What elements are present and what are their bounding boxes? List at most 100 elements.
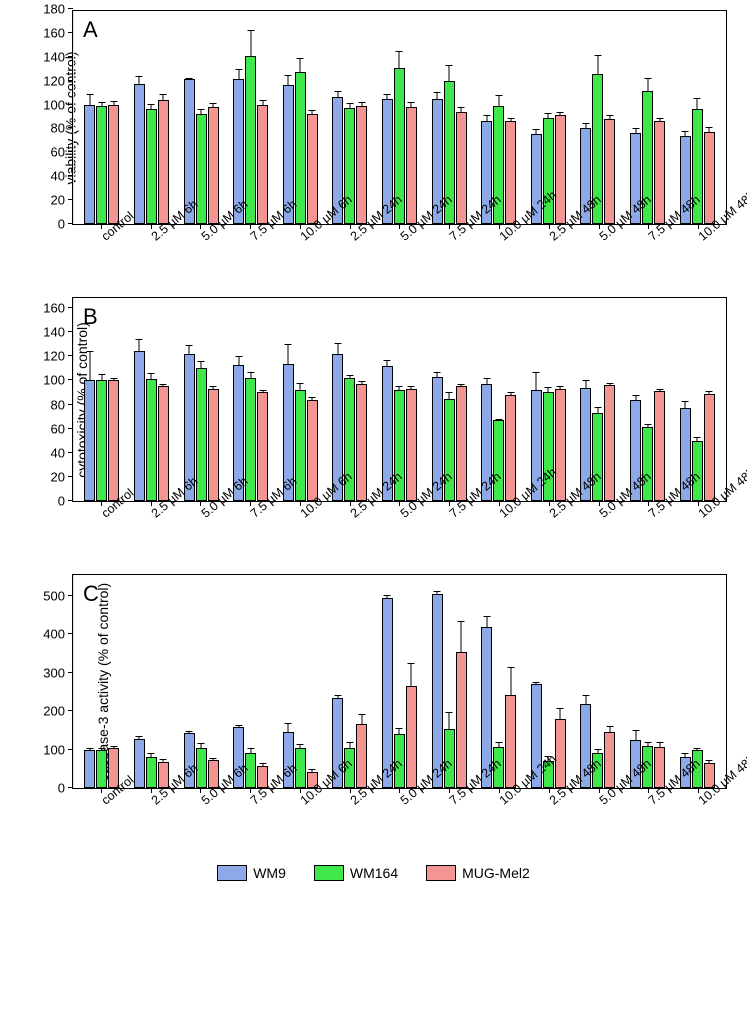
bar-group <box>573 298 623 501</box>
y-tick: 160 <box>35 301 65 316</box>
error-cap <box>408 663 415 664</box>
error-bar <box>585 123 586 129</box>
x-tick-label: 2.5 µM 48h <box>524 225 574 297</box>
y-tick: 80 <box>35 397 65 412</box>
x-tick-label: 5.0 µM 48h <box>574 225 624 297</box>
x-tick-mark <box>698 501 699 506</box>
error-cap <box>632 395 639 396</box>
y-tick: 180 <box>35 2 65 17</box>
error-bar <box>163 94 164 101</box>
error-cap <box>396 728 403 729</box>
error-bar <box>548 113 549 119</box>
error-cap <box>656 118 663 119</box>
error-cap <box>384 595 391 596</box>
error-cap <box>656 389 663 390</box>
error-bar <box>411 386 412 390</box>
error-cap <box>334 695 341 696</box>
error-cap <box>644 78 651 79</box>
error-bar <box>238 356 239 366</box>
bar-group <box>176 11 226 224</box>
x-tick-label: 2.5 µM 24h <box>325 789 375 861</box>
error-cap <box>434 372 441 373</box>
error-bar <box>597 55 598 74</box>
error-cap <box>160 384 167 385</box>
bar <box>108 380 119 501</box>
error-bar <box>250 372 251 379</box>
error-cap <box>582 123 589 124</box>
error-bar <box>139 76 140 86</box>
error-cap <box>706 760 713 761</box>
bar <box>208 389 219 501</box>
error-bar <box>201 361 202 369</box>
error-bar <box>486 378 487 385</box>
error-bar <box>151 753 152 759</box>
bar <box>456 112 467 224</box>
error-bar <box>139 339 140 352</box>
bar <box>493 420 504 501</box>
bar <box>307 114 318 224</box>
error-cap <box>98 374 105 375</box>
error-bar <box>300 744 301 750</box>
error-cap <box>309 110 316 111</box>
bar <box>158 100 169 224</box>
x-labels: control2.5 µM 6h5.0 µM 6h7.5 µM 6h10.0 µ… <box>72 502 727 574</box>
x-tick-label: 10.0 µM 48h <box>673 502 723 574</box>
x-tick-mark <box>599 501 600 506</box>
error-cap <box>247 748 254 749</box>
bar <box>654 121 665 224</box>
x-tick-mark <box>599 788 600 793</box>
bar-group <box>325 11 375 224</box>
error-cap <box>297 58 304 59</box>
error-bar <box>250 748 251 754</box>
x-tick-label: 2.5 µM 6h <box>126 225 176 297</box>
bar-group <box>672 11 722 224</box>
bar <box>146 109 157 224</box>
bar <box>604 385 615 501</box>
bar-group <box>176 298 226 501</box>
error-bar <box>337 343 338 355</box>
error-bar <box>312 769 313 773</box>
y-tick: 20 <box>35 469 65 484</box>
error-cap <box>384 360 391 361</box>
x-tick-mark <box>399 224 400 229</box>
x-tick-mark <box>499 501 500 506</box>
error-bar <box>361 381 362 385</box>
y-tick: 60 <box>35 145 65 160</box>
error-cap <box>632 128 639 129</box>
error-cap <box>186 731 193 732</box>
error-bar <box>510 392 511 396</box>
error-cap <box>358 381 365 382</box>
error-cap <box>86 748 93 749</box>
bar <box>134 351 145 501</box>
error-cap <box>682 401 689 402</box>
legend: WM9WM164MUG-Mel2 <box>10 865 737 881</box>
x-tick-label: 10.0 µM 48h <box>673 789 723 861</box>
error-cap <box>408 386 415 387</box>
error-cap <box>507 667 514 668</box>
error-cap <box>557 112 564 113</box>
error-cap <box>706 391 713 392</box>
bar-group <box>375 298 425 501</box>
error-bar <box>437 591 438 595</box>
x-tick-mark <box>300 788 301 793</box>
error-cap <box>346 103 353 104</box>
error-cap <box>594 55 601 56</box>
error-bar <box>201 743 202 749</box>
bar-group <box>325 575 375 788</box>
error-bar <box>399 728 400 736</box>
error-cap <box>594 407 601 408</box>
x-tick-label: control <box>76 502 126 574</box>
error-cap <box>210 758 217 759</box>
error-bar <box>288 344 289 365</box>
error-cap <box>606 726 613 727</box>
error-cap <box>297 383 304 384</box>
y-tick: 140 <box>35 325 65 340</box>
y-tick: 0 <box>35 217 65 232</box>
error-cap <box>136 339 143 340</box>
bar <box>307 400 318 501</box>
error-cap <box>434 591 441 592</box>
error-cap <box>235 69 242 70</box>
x-tick-mark <box>101 788 102 793</box>
error-bar <box>163 384 164 388</box>
error-bar <box>609 383 610 387</box>
